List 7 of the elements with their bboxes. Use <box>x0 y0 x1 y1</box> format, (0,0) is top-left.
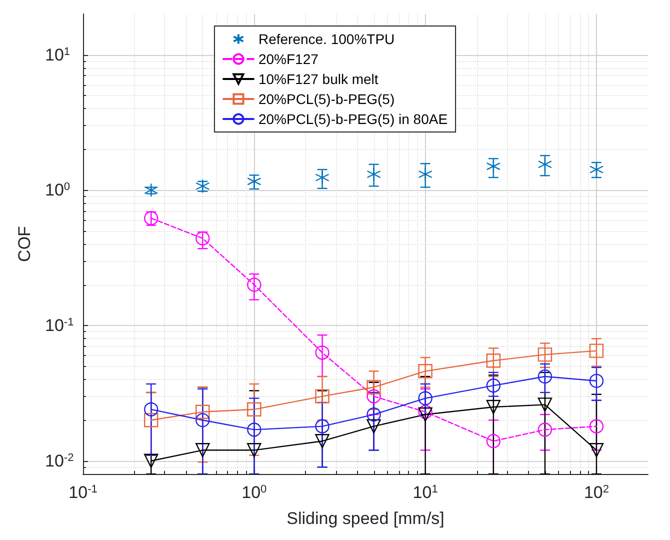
legend-label: Reference. 100%TPU <box>258 31 395 47</box>
legend-label: 20%PCL(5)-b-PEG(5) <box>258 91 395 107</box>
legend-label: 10%F127 bulk melt <box>258 71 378 87</box>
y-axis-title: COF <box>15 226 34 262</box>
legend-label: 20%F127 <box>258 51 319 67</box>
legend-label: 20%PCL(5)-b-PEG(5) in 80AE <box>258 111 448 127</box>
x-axis-title: Sliding speed [mm/s] <box>286 509 444 528</box>
